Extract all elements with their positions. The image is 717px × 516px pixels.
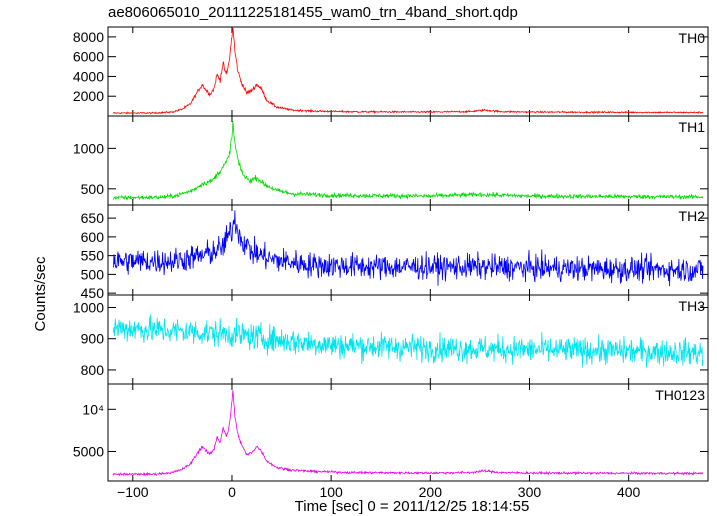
y-tick-label: 5000: [73, 443, 104, 459]
y-axis-label: Counts/sec: [32, 256, 49, 332]
y-tick-label: 8000: [73, 29, 104, 45]
series-line-th1: [112, 121, 704, 201]
x-axis-label: Time [sec] 0 = 2011/12/25 18:14:55: [295, 498, 530, 515]
y-tick-label: 2000: [73, 88, 104, 104]
x-tick-label: 200: [419, 484, 443, 500]
x-tick-label: 400: [617, 484, 641, 500]
x-tick-label: 300: [518, 484, 542, 500]
panel-label-th0123: TH0123: [655, 387, 705, 403]
chart-title: ae806065010_20111225181455_wam0_trn_4ban…: [108, 4, 518, 21]
y-tick-label: 900: [81, 331, 105, 347]
panel-frame-th1: [107, 115, 709, 206]
panels-group: TH02000400060008000TH15001000TH245050055…: [73, 26, 709, 500]
series-line-th0: [112, 28, 704, 115]
x-tick-label: 0: [228, 484, 236, 500]
x-tick-label: −100: [117, 484, 149, 500]
y-tick-label: 600: [81, 229, 105, 245]
y-tick-label: 450: [81, 285, 105, 301]
panel-label-th2: TH2: [679, 208, 706, 224]
y-tick-label: 550: [81, 248, 105, 264]
y-tick-label: 800: [81, 362, 105, 378]
panel-frame-th3: [107, 294, 709, 385]
series-line-th3: [112, 313, 704, 368]
panel-frame-th0: [107, 26, 709, 117]
x-tick-label: 100: [319, 484, 343, 500]
series-line-th0123: [112, 390, 704, 477]
y-tick-label: 1000: [73, 299, 104, 315]
panel-label-th1: TH1: [679, 119, 706, 135]
panel-frame-th0123: [107, 383, 709, 482]
y-tick-label: 500: [81, 266, 105, 282]
y-tick-label: 650: [81, 210, 105, 226]
y-tick-label: 500: [81, 181, 105, 197]
y-tick-label: 4000: [73, 68, 104, 84]
y-tick-label: 10⁴: [82, 401, 104, 417]
panel-label-th0: TH0: [679, 30, 706, 46]
y-tick-label: 6000: [73, 49, 104, 65]
panel-label-th3: TH3: [679, 298, 706, 314]
series-line-th2: [112, 210, 704, 287]
y-tick-label: 1000: [73, 140, 104, 156]
